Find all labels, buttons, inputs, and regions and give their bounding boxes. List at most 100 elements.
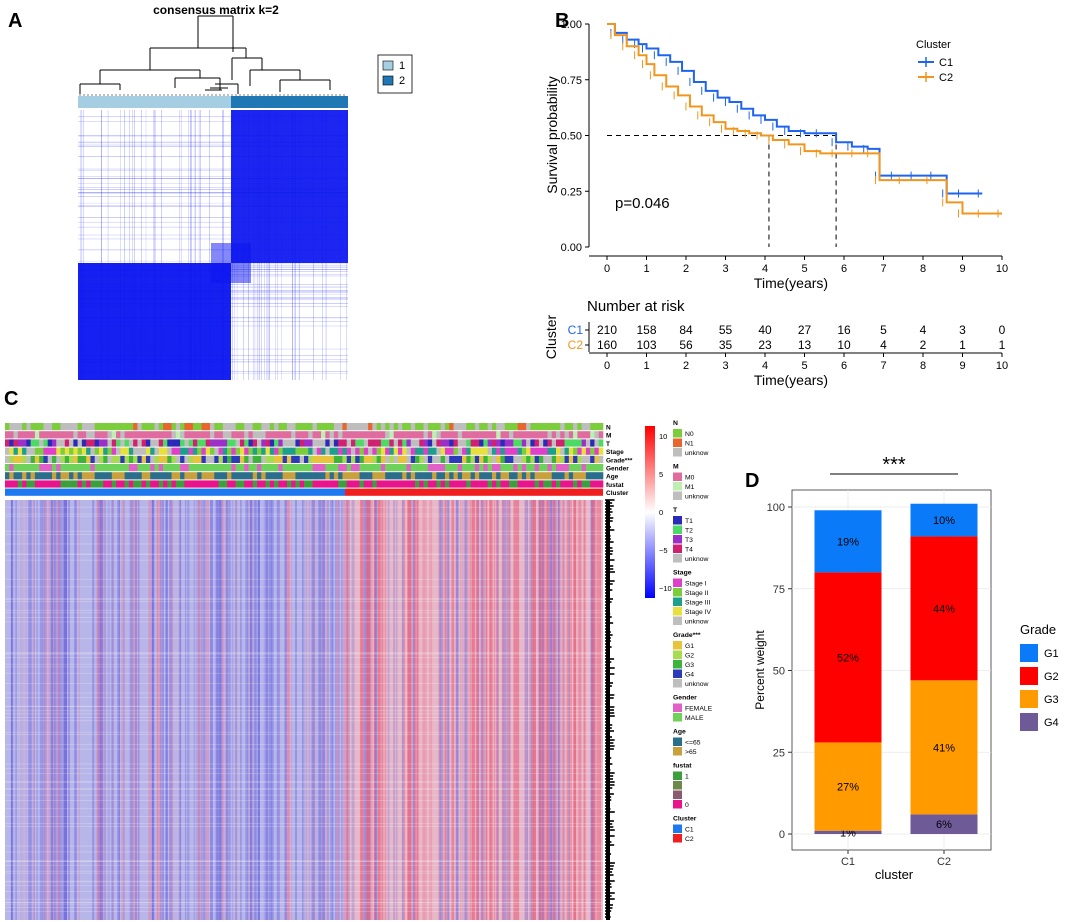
- heatmap-column: [318, 500, 322, 920]
- annotation-cell: [137, 480, 142, 488]
- colorbar-tick-label: 0: [659, 508, 663, 517]
- annotation-cell: [389, 455, 394, 463]
- annotation-cell: [423, 447, 429, 455]
- annotation-cell: [107, 480, 113, 488]
- annotation-cell: [145, 464, 151, 472]
- annotation-cell: [509, 472, 514, 480]
- annotation-cell: [526, 455, 531, 463]
- heatmap-column: [524, 500, 528, 920]
- annotation-cell: [77, 472, 83, 480]
- annotation-cell: [13, 423, 19, 431]
- heatmap-column: [557, 500, 561, 920]
- heatmap-column: [231, 500, 234, 920]
- heatmap-column: [159, 500, 163, 920]
- annotation-cell: [222, 423, 228, 431]
- annotation-cell: [534, 464, 540, 472]
- annotation-cell: [128, 447, 134, 455]
- annotation-cell: [64, 472, 70, 480]
- annotation-cell: [568, 472, 574, 480]
- risk-value: 2: [920, 338, 927, 352]
- annotation-cell: [444, 480, 450, 488]
- heatmap-column: [446, 500, 449, 920]
- annotation-cell: [321, 423, 326, 431]
- annotation-cell: [368, 455, 373, 463]
- annotation-cell: [188, 464, 194, 472]
- annotation-cell: [346, 423, 352, 431]
- heatmap-column: [171, 500, 173, 920]
- annotation-cell: [385, 472, 390, 480]
- bar-segment-c2-g1: [910, 503, 978, 537]
- heatmap-column: [234, 500, 237, 920]
- annotation-cell: [308, 431, 313, 439]
- annotation-cell: [560, 431, 565, 439]
- annotation-cell: [577, 447, 582, 455]
- annotation-cell: [316, 455, 322, 463]
- annotation-cell: [415, 464, 420, 472]
- annotation-cell: [598, 455, 604, 463]
- annotation-cell: [312, 431, 318, 439]
- annotation-cell: [90, 480, 95, 488]
- annotation-cell: [137, 423, 142, 431]
- heatmap-column: [531, 500, 533, 920]
- colorbar-tick-label: 5: [659, 470, 663, 479]
- annotation-cell: [513, 455, 518, 463]
- annotation-cell: [128, 423, 134, 431]
- annotation-cell: [51, 439, 57, 447]
- heatmap-column: [337, 500, 340, 920]
- annotation-cell: [423, 423, 429, 431]
- annotation-cell: [248, 447, 254, 455]
- annotation-cell: [590, 439, 595, 447]
- annotation-cell: [573, 447, 578, 455]
- annotation-row-label: M: [606, 433, 611, 440]
- annotation-cell: [261, 439, 266, 447]
- annotation-cell: [462, 439, 467, 447]
- heatmap-column: [138, 500, 140, 920]
- legend-item-label: unknow: [685, 556, 709, 563]
- heatmap-column: [590, 500, 593, 920]
- annotation-cell: [444, 439, 450, 447]
- annotation-cell: [214, 439, 219, 447]
- heatmap-column: [32, 500, 35, 920]
- survival-legend: Cluster C1 C2: [916, 39, 953, 84]
- x-tick-label: 0: [604, 263, 610, 275]
- x-tick-label: 5: [801, 263, 807, 275]
- annotation-cell: [543, 423, 548, 431]
- stacked-bars: 1%27%52%19%C16%41%44%10%C2: [814, 503, 978, 868]
- survival-xlabel: Time(years): [754, 275, 828, 291]
- heatmap-column: [151, 500, 155, 920]
- heatmap-column: [51, 500, 53, 920]
- significance-stars: ***: [882, 454, 906, 476]
- annotation-cell: [231, 439, 236, 447]
- heatmap-row: [5, 720, 603, 722]
- annotation-cell: [496, 472, 501, 480]
- survival-panel: Survival probability Time(years) 0.000.2…: [543, 19, 1008, 388]
- heatmap-column: [52, 500, 55, 920]
- annotation-cell: [9, 447, 14, 455]
- heatmap-row: [5, 553, 603, 555]
- annotation-cell: [517, 447, 523, 455]
- annotation-cell: [419, 431, 424, 439]
- annotation-cell: [551, 439, 557, 447]
- annotation-cell: [282, 480, 288, 488]
- annotation-cell: [577, 455, 582, 463]
- annotation-cell: [248, 480, 254, 488]
- heatmap-row: [5, 773, 603, 775]
- annotation-cell: [133, 431, 138, 439]
- heatmap-column: [170, 500, 173, 920]
- annotation-cell: [513, 480, 518, 488]
- annotation-cell: [444, 455, 450, 463]
- annotation-cell: [556, 480, 561, 488]
- annotation-cell: [17, 472, 23, 480]
- heatmap-column: [363, 500, 366, 920]
- annotation-cell: [26, 431, 31, 439]
- risk-value: 158: [636, 323, 656, 337]
- annotation-cell: [39, 464, 44, 472]
- annotation-cell: [479, 431, 484, 439]
- legend-group-title: T: [673, 507, 678, 514]
- dendrogram: [79, 15, 345, 96]
- annotation-cell: [504, 480, 510, 488]
- annotation-cell: [308, 455, 313, 463]
- annotation-row-label: N: [606, 425, 611, 432]
- annotation-cell: [462, 480, 467, 488]
- annotation-cell: [269, 439, 275, 447]
